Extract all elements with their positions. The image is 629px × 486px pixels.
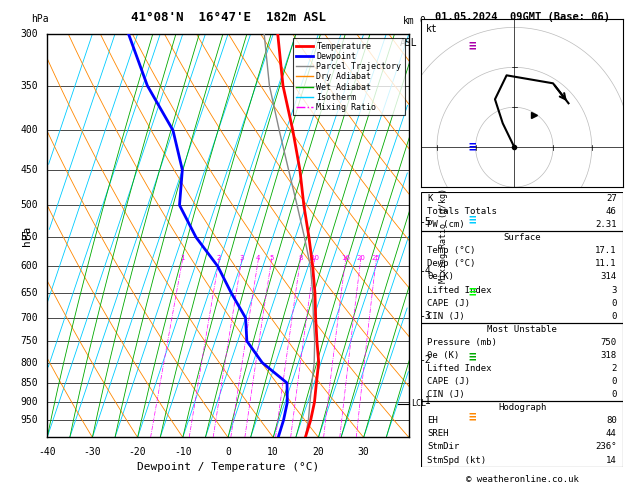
Text: -40: -40 <box>38 448 56 457</box>
Text: 0: 0 <box>611 390 616 399</box>
Text: Hodograph: Hodograph <box>498 403 546 412</box>
Text: 80: 80 <box>606 417 616 425</box>
Text: 11.1: 11.1 <box>595 260 616 268</box>
Text: 450: 450 <box>21 165 38 175</box>
Text: 01.05.2024  09GMT (Base: 06): 01.05.2024 09GMT (Base: 06) <box>435 12 610 22</box>
Text: ASL: ASL <box>400 38 418 48</box>
Text: 400: 400 <box>21 125 38 136</box>
Text: ≡: ≡ <box>469 411 476 424</box>
Text: 350: 350 <box>21 81 38 91</box>
Text: 2: 2 <box>611 364 616 373</box>
Text: 800: 800 <box>21 358 38 367</box>
Text: CAPE (J): CAPE (J) <box>428 298 470 308</box>
Text: 10: 10 <box>310 255 319 260</box>
Text: -3: -3 <box>420 312 431 321</box>
Text: Surface: Surface <box>503 233 541 242</box>
Text: 1: 1 <box>180 255 185 260</box>
Text: K: K <box>428 194 433 203</box>
Text: 8: 8 <box>298 255 303 260</box>
Text: 700: 700 <box>21 313 38 323</box>
Text: ≡: ≡ <box>469 213 476 226</box>
Text: 650: 650 <box>21 288 38 298</box>
Text: 900: 900 <box>21 397 38 407</box>
Text: 850: 850 <box>21 378 38 388</box>
Text: CIN (J): CIN (J) <box>428 312 465 321</box>
Text: 2.31: 2.31 <box>595 220 616 229</box>
Text: -10: -10 <box>174 448 192 457</box>
Text: 27: 27 <box>606 194 616 203</box>
Text: 0: 0 <box>611 298 616 308</box>
Text: θe (K): θe (K) <box>428 351 460 360</box>
Text: Dewpoint / Temperature (°C): Dewpoint / Temperature (°C) <box>137 462 319 471</box>
Text: 44: 44 <box>606 429 616 438</box>
Text: 550: 550 <box>21 232 38 242</box>
Text: 20: 20 <box>356 255 365 260</box>
Text: ≡: ≡ <box>469 140 476 154</box>
Text: 10: 10 <box>267 448 279 457</box>
Text: kt: kt <box>425 24 437 35</box>
Text: 17.1: 17.1 <box>595 246 616 255</box>
Text: ≡: ≡ <box>469 286 476 299</box>
Text: 46: 46 <box>606 207 616 216</box>
Text: EH: EH <box>428 417 438 425</box>
Legend: Temperature, Dewpoint, Parcel Trajectory, Dry Adiabat, Wet Adiabat, Isotherm, Mi: Temperature, Dewpoint, Parcel Trajectory… <box>293 38 404 115</box>
Text: 314: 314 <box>601 273 616 281</box>
Text: LCL: LCL <box>411 399 426 408</box>
Text: 0: 0 <box>225 448 231 457</box>
Text: hPa: hPa <box>22 226 32 246</box>
Text: ≡: ≡ <box>469 350 476 363</box>
Text: 950: 950 <box>21 415 38 425</box>
Text: 300: 300 <box>21 29 38 39</box>
Text: km: km <box>403 16 415 26</box>
Text: 25: 25 <box>372 255 381 260</box>
Text: 2: 2 <box>217 255 221 260</box>
Text: -6: -6 <box>420 164 431 174</box>
Text: 14: 14 <box>606 455 616 465</box>
Text: -30: -30 <box>84 448 101 457</box>
Text: -5: -5 <box>420 217 431 226</box>
Text: -4: -4 <box>420 266 431 276</box>
Text: StmDir: StmDir <box>428 442 460 451</box>
Text: © weatheronline.co.uk: © weatheronline.co.uk <box>465 474 579 484</box>
Text: 16: 16 <box>341 255 350 260</box>
Text: PW (cm): PW (cm) <box>428 220 465 229</box>
Text: 500: 500 <box>21 200 38 210</box>
Text: Dewp (°C): Dewp (°C) <box>428 260 476 268</box>
Text: 318: 318 <box>601 351 616 360</box>
Text: 0: 0 <box>420 16 426 26</box>
Text: Totals Totals: Totals Totals <box>428 207 498 216</box>
Text: Lifted Index: Lifted Index <box>428 364 492 373</box>
Text: Mixing Ratio (g/kg): Mixing Ratio (g/kg) <box>439 188 448 283</box>
Text: 41°08'N  16°47'E  182m ASL: 41°08'N 16°47'E 182m ASL <box>130 11 326 24</box>
Text: Temp (°C): Temp (°C) <box>428 246 476 255</box>
Text: CIN (J): CIN (J) <box>428 390 465 399</box>
Text: StmSpd (kt): StmSpd (kt) <box>428 455 487 465</box>
Text: CAPE (J): CAPE (J) <box>428 377 470 386</box>
Text: 5: 5 <box>269 255 274 260</box>
Text: 750: 750 <box>21 336 38 346</box>
Text: 20: 20 <box>313 448 325 457</box>
Text: θe(K): θe(K) <box>428 273 454 281</box>
Text: Most Unstable: Most Unstable <box>487 325 557 334</box>
Text: 3: 3 <box>611 286 616 295</box>
Text: ≡: ≡ <box>469 40 476 52</box>
Text: hPa: hPa <box>31 14 48 24</box>
Text: Pressure (mb): Pressure (mb) <box>428 338 498 347</box>
Text: -1: -1 <box>420 397 431 406</box>
Text: -8: -8 <box>420 44 431 54</box>
Text: 750: 750 <box>601 338 616 347</box>
Text: 30: 30 <box>358 448 369 457</box>
Text: -2: -2 <box>420 355 431 364</box>
Text: 0: 0 <box>611 312 616 321</box>
Text: 3: 3 <box>239 255 244 260</box>
Text: Lifted Index: Lifted Index <box>428 286 492 295</box>
Text: 0: 0 <box>611 377 616 386</box>
Text: -7: -7 <box>420 107 431 117</box>
Text: 600: 600 <box>21 261 38 271</box>
Text: -20: -20 <box>129 448 147 457</box>
Text: 4: 4 <box>256 255 260 260</box>
Text: SREH: SREH <box>428 429 449 438</box>
Text: 236°: 236° <box>595 442 616 451</box>
